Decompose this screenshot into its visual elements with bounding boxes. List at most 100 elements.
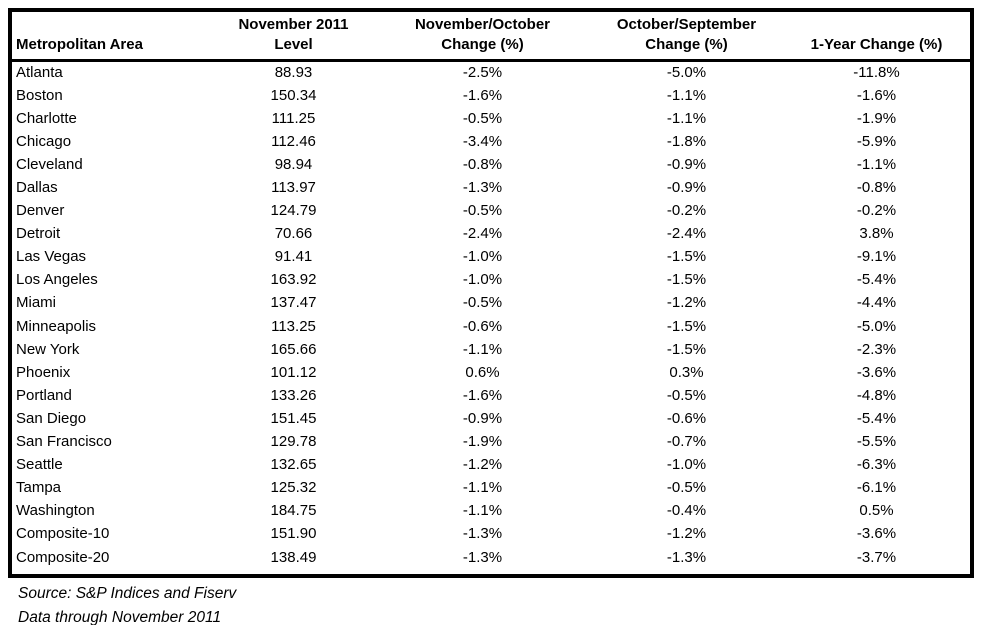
value-cell: 124.79 bbox=[270, 202, 317, 220]
value-cell: -5.4% bbox=[856, 271, 897, 289]
table-header: Metropolitan Area November 2011 Level Novem… bbox=[12, 12, 970, 62]
value-cell: -1.9% bbox=[856, 109, 897, 127]
value-cell: 184.75 bbox=[270, 502, 317, 520]
metro-area-cell: Minneapolis bbox=[16, 317, 97, 335]
home-price-index-table-box: Metropolitan Area November 2011 Level Novem… bbox=[8, 8, 974, 578]
table-row: Phoenix 101.12 0.6% 0.3% -3.6% bbox=[12, 361, 970, 384]
footer-notes: Source: S&P Indices and Fiserv Data thro… bbox=[18, 582, 236, 625]
value-cell: -0.7% bbox=[666, 433, 707, 451]
value-cell: -0.6% bbox=[666, 409, 707, 427]
value-cell: -1.6% bbox=[856, 86, 897, 104]
table-row: Composite-10 151.90 -1.3% -1.2% -3.6% bbox=[12, 522, 970, 545]
value-cell: -1.0% bbox=[666, 456, 707, 474]
data-through-note: Data through November 2011 bbox=[18, 609, 222, 625]
value-cell: 150.34 bbox=[270, 86, 317, 104]
metro-area-cell: Boston bbox=[16, 86, 63, 104]
value-cell: -0.5% bbox=[462, 109, 503, 127]
table-row: Composite-20 138.49 -1.3% -1.3% -3.7% bbox=[12, 545, 970, 568]
value-cell: 70.66 bbox=[274, 225, 313, 243]
metro-area-cell: Miami bbox=[16, 294, 56, 312]
value-cell: -1.6% bbox=[462, 386, 503, 404]
value-cell: 101.12 bbox=[270, 363, 317, 381]
column-header-level: November 2011 Level bbox=[212, 12, 375, 62]
value-cell: 125.32 bbox=[270, 479, 317, 497]
table-row: Las Vegas 91.41 -1.0% -1.5% -9.1% bbox=[12, 245, 970, 268]
value-cell: 165.66 bbox=[270, 340, 317, 358]
value-cell: -5.5% bbox=[856, 433, 897, 451]
value-cell: -6.1% bbox=[856, 479, 897, 497]
metro-area-cell: Cleveland bbox=[16, 155, 83, 173]
metro-area-cell: Atlanta bbox=[16, 64, 63, 82]
value-cell: 0.3% bbox=[669, 363, 704, 381]
metro-area-cell: Detroit bbox=[16, 225, 61, 243]
table-row: Charlotte 111.25 -0.5% -1.1% -1.9% bbox=[12, 107, 970, 130]
value-cell: 151.45 bbox=[270, 409, 317, 427]
value-cell: -3.4% bbox=[462, 132, 503, 150]
value-cell: -1.1% bbox=[666, 86, 707, 104]
metro-area-cell: Washington bbox=[16, 502, 95, 520]
value-cell: -0.8% bbox=[462, 155, 503, 173]
value-cell: 98.94 bbox=[274, 155, 313, 173]
column-header-metropolitan-area: Metropolitan Area bbox=[12, 12, 212, 62]
table-row: Dallas 113.97 -1.3% -0.9% -0.8% bbox=[12, 176, 970, 199]
value-cell: -0.6% bbox=[462, 317, 503, 335]
value-cell: -9.1% bbox=[856, 248, 897, 266]
value-cell: -3.6% bbox=[856, 363, 897, 381]
metro-area-cell: Composite-20 bbox=[16, 548, 110, 566]
value-cell: -0.5% bbox=[666, 386, 707, 404]
value-cell: -1.5% bbox=[666, 271, 707, 289]
metro-area-cell: Portland bbox=[16, 386, 72, 404]
value-cell: -0.5% bbox=[462, 294, 503, 312]
value-cell: 113.25 bbox=[271, 317, 316, 335]
source-note: Source: S&P Indices and Fiserv bbox=[18, 585, 237, 602]
home-price-index-table: Metropolitan Area November 2011 Level Novem… bbox=[12, 12, 970, 569]
value-cell: -5.9% bbox=[856, 132, 897, 150]
value-cell: -0.8% bbox=[856, 179, 897, 197]
value-cell: -2.3% bbox=[856, 340, 897, 358]
value-cell: -0.2% bbox=[666, 202, 707, 220]
column-header-nov-oct-change: November/October Change (%) bbox=[375, 12, 590, 62]
metro-area-cell: Composite-10 bbox=[16, 525, 110, 543]
value-cell: -2.4% bbox=[462, 225, 503, 243]
value-cell: -1.0% bbox=[462, 271, 503, 289]
metro-area-cell: New York bbox=[16, 340, 80, 358]
value-cell: -1.2% bbox=[666, 525, 707, 543]
value-cell: -5.0% bbox=[666, 64, 707, 82]
value-cell: -3.6% bbox=[856, 525, 897, 543]
table-row: San Diego 151.45 -0.9% -0.6% -5.4% bbox=[12, 407, 970, 430]
value-cell: -1.1% bbox=[856, 155, 897, 173]
value-cell: -6.3% bbox=[856, 456, 897, 474]
table-row: Boston 150.34 -1.6% -1.1% -1.6% bbox=[12, 84, 970, 107]
value-cell: -1.5% bbox=[666, 317, 707, 335]
table-row: Miami 137.47 -0.5% -1.2% -4.4% bbox=[12, 291, 970, 314]
value-cell: -1.9% bbox=[462, 433, 503, 451]
value-cell: -1.3% bbox=[666, 548, 707, 566]
value-cell: -1.1% bbox=[666, 109, 707, 127]
value-cell: -1.3% bbox=[462, 525, 503, 543]
metro-area-cell: Chicago bbox=[16, 132, 72, 150]
value-cell: -1.3% bbox=[462, 548, 503, 566]
value-cell: -4.4% bbox=[856, 294, 897, 312]
value-cell: 0.5% bbox=[859, 502, 894, 520]
value-cell: -0.9% bbox=[462, 409, 503, 427]
value-cell: -1.5% bbox=[666, 248, 707, 266]
value-cell: -1.5% bbox=[666, 340, 707, 358]
value-cell: 133.26 bbox=[270, 386, 317, 404]
table-row: Denver 124.79 -0.5% -0.2% -0.2% bbox=[12, 199, 970, 222]
value-cell: 129.78 bbox=[270, 433, 317, 451]
table-row: Cleveland 98.94 -0.8% -0.9% -1.1% bbox=[12, 153, 970, 176]
value-cell: -2.4% bbox=[666, 225, 707, 243]
metro-area-cell: Las Vegas bbox=[16, 248, 87, 266]
table-row: Tampa 125.32 -1.1% -0.5% -6.1% bbox=[12, 476, 970, 499]
value-cell: 113.97 bbox=[271, 179, 316, 197]
value-cell: -4.8% bbox=[856, 386, 897, 404]
value-cell: -1.2% bbox=[462, 456, 503, 474]
table-row: Minneapolis 113.25 -0.6% -1.5% -5.0% bbox=[12, 315, 970, 338]
value-cell: 112.46 bbox=[271, 132, 316, 150]
metro-area-cell: Charlotte bbox=[16, 109, 77, 127]
value-cell: 163.92 bbox=[270, 271, 317, 289]
metro-area-cell: San Francisco bbox=[16, 433, 112, 451]
table-body: Atlanta 88.93 -2.5% -5.0% -11.8% Boston 150.34… bbox=[12, 61, 970, 569]
value-cell: 88.93 bbox=[274, 64, 313, 82]
